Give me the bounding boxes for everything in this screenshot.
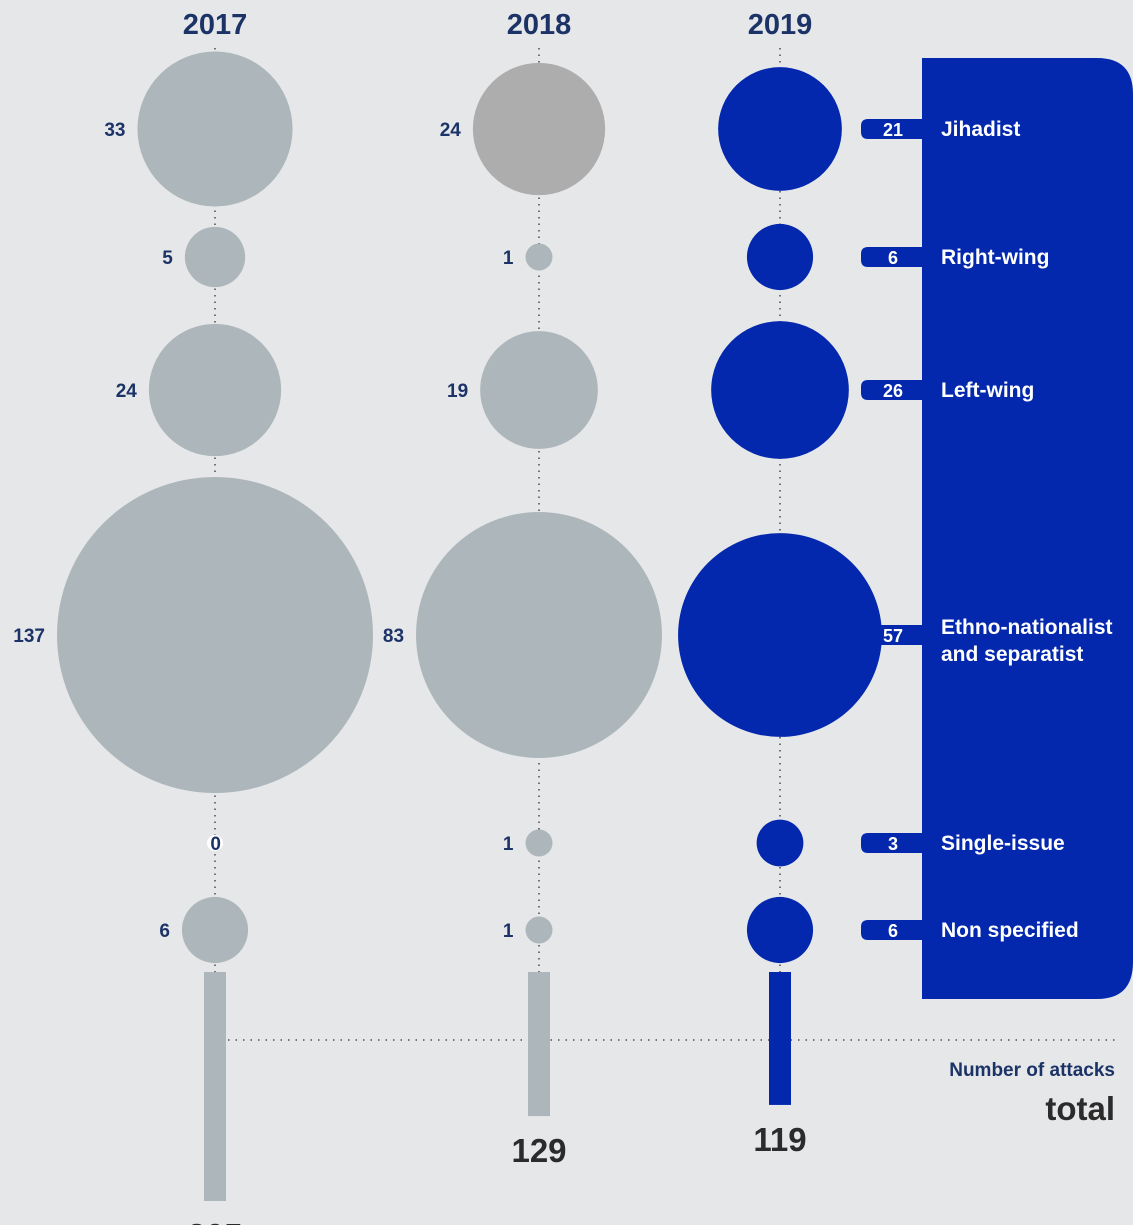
badge-ethno-nationalist-and-separatist: [861, 625, 922, 645]
badge-value-jihadist: 21: [883, 120, 903, 140]
value-label-2018-jihadist: 24: [440, 120, 462, 141]
bubble-2019-ethno-nationalist-and-separatist: [678, 533, 882, 737]
badge-single-issue: [861, 833, 922, 853]
bubble-2017-ethno-nationalist-and-separatist: [57, 477, 373, 793]
value-label-2017-single-issue: 0: [210, 834, 221, 855]
value-label-2018-left-wing: 19: [447, 381, 468, 402]
year-label-2018: 2018: [507, 9, 572, 41]
bubble-2018-jihadist: [472, 62, 606, 196]
bubble-2019-right-wing: [746, 223, 814, 291]
total-label-2018: 129: [511, 1132, 566, 1169]
legend-total: total: [1045, 1090, 1115, 1127]
category-label-ethno-nationalist-and-separatist: Ethno-nationalist and separatist: [941, 616, 1113, 666]
bubble-2017-left-wing: [148, 323, 282, 457]
category-label-jihadist: Jihadist: [941, 118, 1020, 141]
badge-value-left-wing: 26: [883, 381, 903, 401]
category-panel: [922, 58, 1133, 999]
badge-left-wing: [861, 380, 922, 400]
category-label-left-wing: Left-wing: [941, 379, 1034, 402]
value-label-2017-ethno-nationalist-and-separatist: 137: [13, 626, 45, 647]
value-label-2018-single-issue: 1: [503, 834, 514, 855]
legend-number-of-attacks: Number of attacks: [949, 1060, 1115, 1081]
value-label-2017-non-specified: 6: [159, 921, 170, 942]
bubble-2017-right-wing: [184, 226, 246, 288]
category-label-right-wing: Right-wing: [941, 246, 1049, 269]
value-label-2018-right-wing: 1: [503, 248, 514, 269]
badge-value-non-specified: 6: [888, 921, 898, 941]
year-label-2017: 2017: [183, 9, 248, 41]
value-label-2017-left-wing: 24: [116, 381, 138, 402]
total-bar-2017: [204, 972, 226, 1201]
category-label-non-specified: Non specified: [941, 919, 1079, 942]
total-label-2019: 119: [753, 1121, 806, 1158]
total-label-2017: 205: [187, 1217, 242, 1225]
total-bar-2018: [528, 972, 550, 1117]
value-label-2017-right-wing: 5: [162, 248, 173, 269]
bubble-2018-left-wing: [480, 331, 598, 449]
badge-non-specified: [861, 920, 922, 940]
bubble-2019-jihadist: [718, 67, 842, 191]
value-label-2018-ethno-nationalist-and-separatist: 83: [383, 626, 404, 647]
bubble-2017-single-issue: [207, 835, 223, 851]
badge-right-wing: [861, 247, 922, 267]
bubble-2018-ethno-nationalist-and-separatist: [416, 512, 662, 758]
bubble-2018-non-specified: [525, 916, 553, 944]
bubble-2018-single-issue: [525, 829, 553, 857]
badge-jihadist: [861, 119, 922, 139]
bubble-2017-non-specified: [181, 896, 249, 964]
year-label-2019: 2019: [748, 9, 813, 41]
bubble-2019-left-wing: [711, 321, 849, 459]
badge-value-right-wing: 6: [888, 248, 898, 268]
total-bar-2019: [769, 972, 791, 1105]
bubble-2018-right-wing: [525, 243, 553, 271]
bubble-2019-single-issue: [756, 819, 804, 867]
badge-value-single-issue: 3: [888, 834, 898, 854]
bubble-2017-jihadist: [137, 51, 293, 207]
badge-value-ethno-nationalist-and-separatist: 57: [883, 626, 903, 646]
bubble-2019-non-specified: [746, 896, 814, 964]
value-label-2017-jihadist: 33: [104, 120, 125, 141]
value-label-2018-non-specified: 1: [503, 921, 514, 942]
category-label-single-issue: Single-issue: [941, 832, 1065, 855]
